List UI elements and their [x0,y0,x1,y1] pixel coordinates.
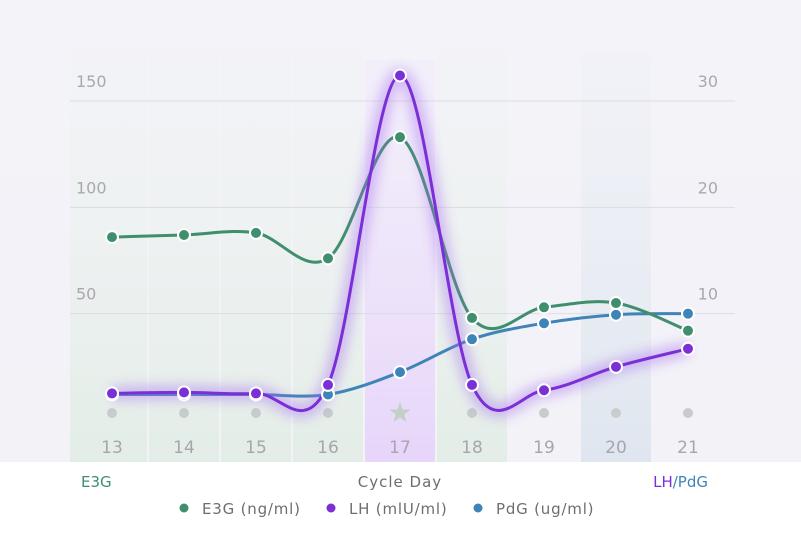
day-marker-dot [683,408,693,418]
e3g-point-day-21 [681,323,695,338]
star-icon [389,402,411,422]
day-marker-dot [323,408,333,418]
right-axis-label-lh: LH [653,473,673,491]
pdg-point-day-20 [609,307,623,322]
lh-point-day-17 [393,68,407,83]
day-marker-dot [107,408,117,418]
x-tick-label: 17 [389,438,411,458]
lh-point-day-15 [249,386,263,401]
day-marker-dot [467,408,477,418]
right-axis-label-sep: / [673,473,679,491]
day-band-20 [581,50,651,462]
left-tick-label: 150 [76,72,107,91]
legend: E3G (ng/ml) LH (mlU/ml) PdG (ug/ml) [179,500,594,518]
right-axis-label: LH/PdG [653,473,708,491]
left-tick-label: 100 [76,178,107,197]
day-marker-dot [611,408,621,418]
x-tick-label: 13 [101,438,123,458]
e3g-point-day-20 [609,296,623,311]
legend-label: E3G (ng/ml) [202,500,301,518]
right-axis-label-pdg: PdG [678,473,708,491]
e3g-point-day-19 [537,300,551,315]
e3g-point-day-16 [321,251,335,266]
e3g-point-day-14 [177,227,191,242]
x-tick-label: 20 [605,438,627,458]
pdg-point-day-17 [393,365,407,380]
e3g-point-day-17 [393,130,407,145]
x-tick-label: 16 [317,438,339,458]
legend-dot-1 [326,503,336,513]
e3g-point-day-18 [465,310,479,325]
legend-label: LH (mlU/ml) [349,500,448,518]
lh-point-day-14 [177,385,191,400]
day-marker-dot [251,408,261,418]
left-tick-label: 50 [76,285,96,304]
x-tick-label: 18 [461,438,483,458]
x-tick-label: 15 [245,438,267,458]
right-tick-label: 30 [698,72,718,91]
lh-point-day-13 [105,386,119,401]
pdg-point-day-18 [465,332,479,347]
pdg-point-day-19 [537,316,551,331]
e3g-point-day-15 [249,225,263,240]
lh-point-day-21 [681,341,695,356]
legend-dot-0 [179,503,189,513]
lh-point-day-16 [321,377,335,392]
right-tick-label: 20 [698,178,718,197]
legend-dot-2 [473,503,483,513]
lh-point-day-18 [465,377,479,392]
right-tick-label: 10 [698,285,718,304]
e3g-point-day-13 [105,230,119,245]
pdg-point-day-21 [681,306,695,321]
lh-point-day-20 [609,359,623,374]
x-axis-label: Cycle Day [358,473,442,491]
lh-point-day-19 [537,383,551,398]
day-marker-dot [179,408,189,418]
x-tick-label: 21 [677,438,699,458]
x-tick-label: 14 [173,438,195,458]
x-tick-label: 19 [533,438,555,458]
legend-label: PdG (ug/ml) [496,500,594,518]
left-axis-label: E3G [81,473,112,491]
day-marker-dot [539,408,549,418]
